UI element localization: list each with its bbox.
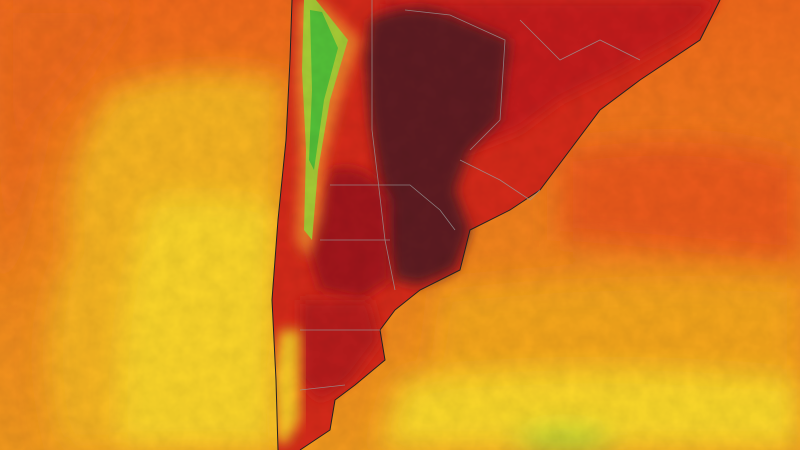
- border: [330, 184, 456, 231]
- border: [519, 19, 641, 61]
- atlantic-coast: [299, 0, 721, 450]
- border: [371, 0, 396, 291]
- coastlines: [271, 0, 721, 450]
- borders: [299, 0, 641, 391]
- border: [459, 159, 541, 201]
- border: [299, 384, 346, 391]
- pacific-coast: [271, 0, 293, 450]
- border: [404, 9, 506, 151]
